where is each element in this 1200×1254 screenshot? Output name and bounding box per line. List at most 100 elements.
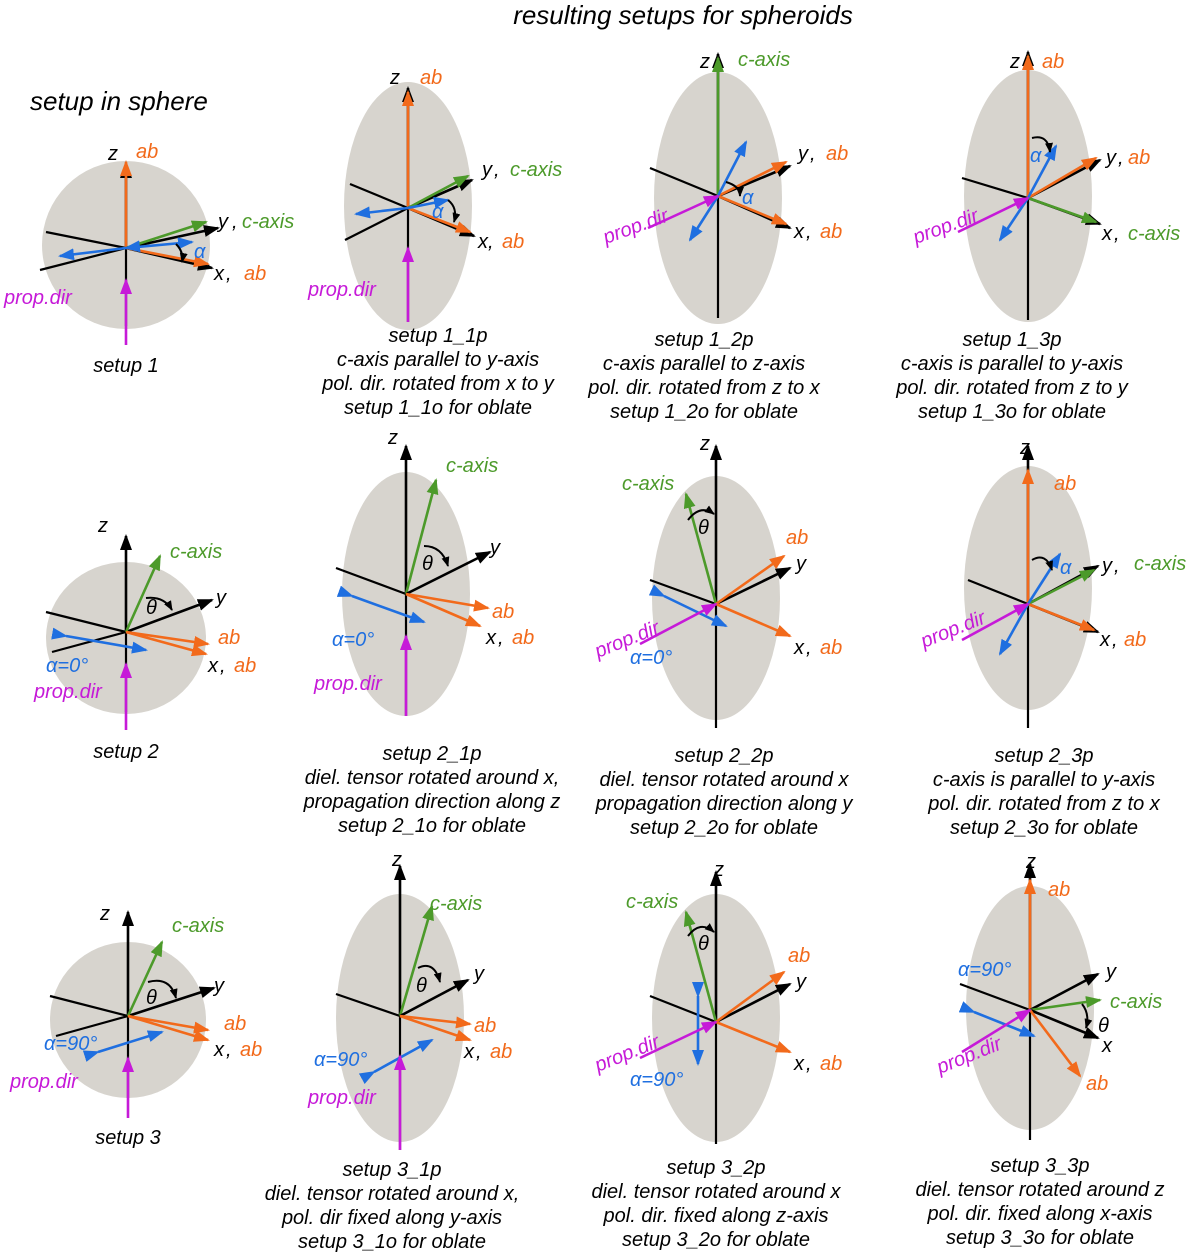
- setup-1_2p-z-label: z: [699, 51, 710, 73]
- setup-1-comma-x: ,: [226, 263, 232, 285]
- setup-1-ab-label-z: ab: [136, 141, 158, 163]
- setup-1_1p-horizontal-axis: [344, 207, 409, 241]
- setup-2-caption-line-1: setup 2: [93, 741, 159, 763]
- setup-1_3p-y-label: y: [1104, 147, 1117, 169]
- setup-3_3p-c-axis-arrow: [1029, 996, 1102, 1012]
- setup-3-y-axis: [127, 986, 216, 1018]
- setup-2-theta-arc: [145, 596, 173, 611]
- setup-2-z-label: z: [97, 515, 108, 537]
- setup-3-horizontal-axis: [49, 994, 129, 1018]
- setup-2_2p-prop-arrow: [639, 602, 718, 646]
- setup-1_2p-y-label: y: [796, 143, 809, 165]
- setup-2-theta-label: θ: [146, 597, 157, 619]
- setup-1_3p-caption-line-4: setup 1_3o for oblate: [918, 401, 1106, 423]
- setup-2_3p-c-axis-label: c-axis: [1134, 553, 1186, 575]
- setup-2_1p-ab-label-1: ab: [492, 601, 514, 623]
- setup-1_1p-x-label: x: [477, 231, 489, 253]
- setup-3_1p-ab-arrow-2: [399, 1014, 472, 1042]
- setup-3_3p-c-axis-label: c-axis: [1110, 991, 1162, 1013]
- setup-3_1p-x-label: x: [463, 1041, 475, 1063]
- setup-1_3p-comma-y: ,: [1118, 147, 1124, 169]
- setup-2_3p-c-axis-arrow: [1027, 568, 1096, 606]
- setup-3_1p-theta-label: θ: [416, 975, 427, 997]
- setup-2_3p-caption-line-4: setup 2_3o for oblate: [950, 817, 1138, 839]
- setup-2_3p-caption-line-3: pol. dir. rotated from z to x: [927, 793, 1161, 815]
- setup-1_3p-caption-line-3: pol. dir. rotated from z to y: [895, 377, 1129, 399]
- setup-1_2p-x-label: x: [793, 221, 805, 243]
- setup-3_2p-y-label: y: [794, 971, 807, 993]
- setup-1-blue-arrow: [125, 237, 194, 250]
- setup-3_2p-comma-x: ,: [806, 1053, 812, 1075]
- setup-2_1p-caption-line-4: setup 2_1o for oblate: [338, 815, 526, 837]
- setup-1-c-axis-label: c-axis: [242, 211, 294, 233]
- setup-2_1p-prop-label: prop.dir: [313, 673, 383, 695]
- setup-1_1p-y-label: y: [480, 159, 493, 181]
- figure-title: resulting setups for spheroids: [513, 0, 853, 30]
- setup-3-caption-line-1: setup 3: [95, 1127, 161, 1149]
- setup-3_3p-caption-line-3: pol. dir. fixed along x-axis: [927, 1203, 1153, 1225]
- setup-1_1p-z-label: z: [389, 67, 400, 89]
- setup-1_3p-comma-x: ,: [1114, 223, 1120, 245]
- setup-3_2p-caption-line-4: setup 3_2o for oblate: [622, 1229, 810, 1251]
- setup-1-prop-label: prop.dir: [3, 287, 73, 309]
- setup-3_2p-theta-arc: [687, 923, 715, 937]
- setup-2_2p-caption-line-4: setup 2_2o for oblate: [630, 817, 818, 839]
- setup-1_1p-pol-arrow: [354, 206, 409, 219]
- setup-3_1p-ab-label-1: ab: [474, 1015, 496, 1037]
- setup-1_1p-left-axis: [349, 182, 409, 210]
- setup-3_3p-x-axis: [1029, 1008, 1100, 1040]
- setup-1_1p-blue-arrow: [407, 196, 450, 210]
- setup-1_2p-horizontal-axis: [649, 166, 719, 198]
- setup-3_2p-ab-label-2: ab: [820, 1053, 842, 1075]
- setup-3_1p-z-label: z: [391, 849, 402, 871]
- setup-2-y-axis: [125, 598, 214, 634]
- setup-2-c-axis-arrow: [124, 554, 162, 633]
- setup-1-y-label: y: [216, 211, 229, 233]
- setup-2_3p-caption-line-2: c-axis is parallel to y-axis: [933, 769, 1155, 791]
- setup-3-c-axis-label: c-axis: [172, 915, 224, 937]
- setup-2_1p-y-label: y: [488, 537, 501, 559]
- setup-2_2p-x-label: x: [793, 637, 805, 659]
- setup-1-comma-y: ,: [232, 211, 238, 233]
- setup-1_2p-alpha-arc: [725, 181, 744, 197]
- setup-2_1p-caption-line-1: setup 2_1p: [383, 743, 482, 765]
- setup-3_2p-x-label: x: [793, 1053, 805, 1075]
- setup-2_1p-comma-x: ,: [498, 627, 504, 649]
- setup-1_3p-caption-line-1: setup 1_3p: [963, 329, 1062, 351]
- setup-1_1p-ab-label-x: ab: [502, 231, 524, 253]
- setup-2_2p-theta-arc: [687, 505, 715, 521]
- setup-3_1p-caption-line-2: diel. tensor rotated around x,: [265, 1183, 520, 1205]
- setup-3_1p-ab-label-2: ab: [490, 1041, 512, 1063]
- setup-1_3p-ab-label-y: ab: [1128, 147, 1150, 169]
- setup-3_3p-theta-arc: [1081, 1003, 1093, 1029]
- setup-3_2p-y-axis: [715, 982, 792, 1024]
- setup-2_3p-alpha-label: α: [1060, 557, 1072, 579]
- setup-1_3p-caption-line-2: c-axis is parallel to y-axis: [901, 353, 1123, 375]
- setup-1_2p-caption-line-4: setup 1_2o for oblate: [610, 401, 798, 423]
- setup-3_1p-horizontal-axis: [335, 992, 401, 1018]
- setup-1_1p-c-axis-arrow: [407, 174, 470, 210]
- setup-1_2p-c-axis-label: c-axis: [738, 49, 790, 71]
- setup-2_2p-alpha-label: α=0°: [630, 647, 672, 669]
- setup-1_2p-caption-line-1: setup 1_2p: [655, 329, 754, 351]
- setup-1_3p-prop-arrow: [957, 196, 1030, 234]
- setup-1-z-label: z: [107, 143, 118, 165]
- setup-2_1p-alpha-label: α=0°: [332, 629, 374, 651]
- setup-1_2p-ab-label-y: ab: [826, 143, 848, 165]
- setup-2_3p-x-label: x: [1099, 629, 1111, 651]
- setup-3_3p-ab-arrow-lower: [1028, 1009, 1082, 1078]
- setup-3_3p-prop-arrow: [961, 1008, 1032, 1054]
- setup-1_3p-alpha-arc: [1031, 136, 1053, 153]
- setup-1_2p-alpha-label: α: [742, 187, 754, 209]
- setup-2_2p-y-label: y: [794, 553, 807, 575]
- setup-1_1p-comma-x: ,: [488, 231, 494, 253]
- setup-1_3p-pol-arrow: [1026, 144, 1058, 199]
- setup-2_2p-z-label: z: [699, 433, 710, 455]
- setup-3_1p-caption-line-4: setup 3_1o for oblate: [298, 1231, 486, 1253]
- setup-3_1p-theta-arc: [417, 964, 442, 983]
- setup-1_2p-caption-line-3: pol. dir. rotated from z to x: [587, 377, 821, 399]
- setup-2_2p-caption-line-1: setup 2_2p: [675, 745, 774, 767]
- setup-2_2p-ab-arrow-2: [715, 602, 792, 638]
- setup-3_3p-y-label: y: [1104, 961, 1117, 983]
- setup-1_1p-c-axis-label: c-axis: [510, 159, 562, 181]
